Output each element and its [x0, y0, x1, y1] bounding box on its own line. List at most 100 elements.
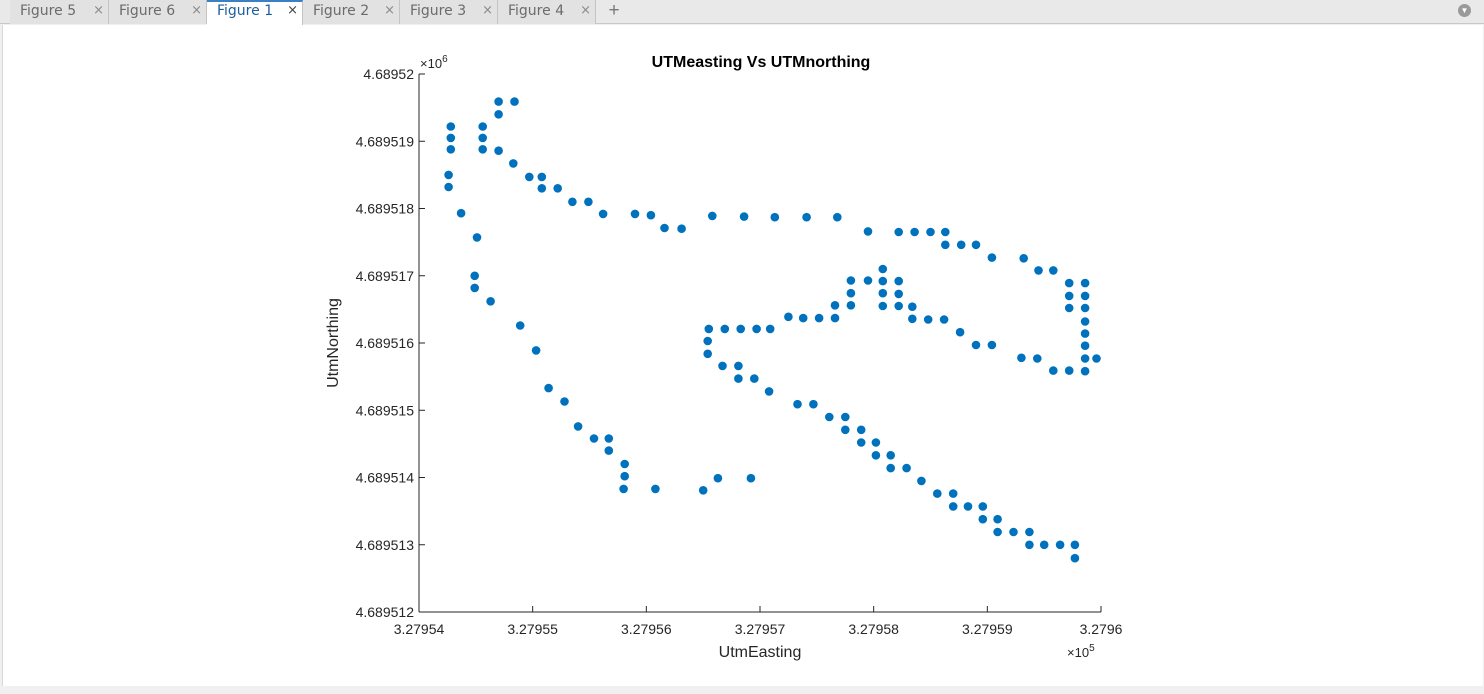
- data-point: [1039, 540, 1049, 550]
- data-point: [908, 314, 917, 324]
- data-point: [619, 484, 628, 494]
- data-point: [886, 463, 895, 473]
- data-point: [472, 233, 482, 242]
- x-tick-label: 3.27955: [507, 621, 558, 637]
- data-point: [1049, 366, 1058, 375]
- data-point: [494, 97, 503, 106]
- data-point: [846, 276, 856, 285]
- data-point: [878, 264, 888, 274]
- data-point: [971, 240, 981, 250]
- chevron-down-icon[interactable]: ▼: [1458, 4, 1471, 17]
- tab-figure-2[interactable]: Figure 2 ×: [303, 0, 400, 24]
- data-point: [698, 486, 708, 495]
- data-point: [746, 473, 756, 483]
- data-point: [470, 283, 480, 293]
- tab-label: Figure 1: [217, 3, 274, 19]
- data-point: [739, 212, 749, 221]
- close-icon[interactable]: ×: [482, 3, 493, 18]
- data-point: [917, 476, 926, 486]
- data-point: [933, 489, 942, 498]
- figure-canvas: 3.27954 3.27955 3.27956 3.27957 3.27958 3.279…: [2, 25, 1483, 686]
- y-axis-label: UtmNorthing: [325, 298, 342, 388]
- data-point: [1064, 278, 1074, 288]
- tab-label: Figure 2: [313, 3, 370, 19]
- close-icon[interactable]: ×: [287, 3, 298, 18]
- data-point: [978, 514, 988, 524]
- data-point: [856, 438, 866, 447]
- data-point: [604, 434, 614, 443]
- data-point: [1025, 540, 1034, 550]
- new-tab-button[interactable]: +: [608, 0, 620, 21]
- tab-figure-6[interactable]: Figure 6 ×: [109, 0, 207, 24]
- data-point: [1019, 254, 1028, 263]
- y-exponent-label: ×106: [420, 54, 448, 71]
- data-point: [1064, 291, 1074, 301]
- data-point: [878, 276, 888, 286]
- x-tick-label: 3.27959: [962, 621, 1013, 637]
- data-point: [856, 425, 866, 435]
- data-point: [1080, 366, 1090, 376]
- data-point: [1064, 366, 1074, 375]
- data-point: [446, 133, 456, 143]
- x-axis-label: UtmEasting: [719, 644, 802, 661]
- data-point: [646, 210, 656, 220]
- tab-figure-3[interactable]: Figure 3 ×: [400, 0, 498, 24]
- data-point: [809, 399, 818, 409]
- data-point: [987, 340, 997, 350]
- tab-label: Figure 6: [119, 3, 176, 19]
- data-point: [894, 227, 903, 237]
- data-point: [1080, 291, 1090, 301]
- data-point: [1025, 527, 1034, 537]
- x-tick-label: 3.27956: [621, 621, 672, 637]
- data-point: [560, 397, 569, 406]
- data-point: [1080, 317, 1090, 326]
- tab-label: Figure 3: [410, 3, 467, 19]
- close-icon[interactable]: ×: [384, 3, 395, 18]
- data-point: [470, 271, 480, 281]
- data-point: [1080, 354, 1090, 363]
- data-point: [1070, 553, 1080, 563]
- data-point: [955, 327, 965, 337]
- close-icon[interactable]: ×: [191, 3, 202, 18]
- data-point: [941, 240, 950, 250]
- data-point: [525, 172, 534, 182]
- data-point: [1049, 266, 1058, 275]
- tab-figure-1[interactable]: Figure 1 ×: [207, 0, 303, 25]
- tab-figure-4[interactable]: Figure 4 ×: [498, 0, 596, 24]
- data-point: [703, 336, 712, 346]
- data-point: [444, 182, 453, 192]
- data-point: [802, 212, 811, 222]
- data-point: [993, 514, 1002, 524]
- data-point: [1009, 527, 1018, 537]
- data-point: [1080, 278, 1090, 288]
- data-point: [720, 324, 730, 334]
- data-point: [537, 184, 547, 193]
- data-point: [871, 451, 881, 460]
- tab-figure-5[interactable]: Figure 5 ×: [10, 0, 109, 24]
- data-point: [598, 209, 608, 219]
- data-point: [878, 301, 888, 311]
- y-tick-label: 4.689513: [356, 537, 415, 553]
- data-point: [537, 172, 547, 182]
- data-point: [494, 110, 503, 119]
- data-point: [902, 463, 911, 473]
- data-point: [1064, 303, 1074, 313]
- y-exponent: 6: [442, 54, 448, 65]
- data-point: [894, 289, 903, 299]
- data-point: [584, 197, 593, 207]
- close-icon[interactable]: ×: [580, 3, 591, 18]
- data-point: [1055, 540, 1065, 550]
- data-point: [456, 208, 466, 218]
- data-point: [978, 502, 988, 511]
- data-point: [718, 361, 727, 371]
- data-point: [1017, 353, 1026, 363]
- data-point: [1033, 354, 1042, 363]
- data-point: [871, 438, 881, 447]
- data-point: [677, 224, 686, 233]
- data-point: [1070, 540, 1080, 550]
- data-point: [544, 383, 553, 393]
- x-exponent: 5: [1089, 643, 1095, 654]
- close-icon[interactable]: ×: [93, 3, 104, 18]
- data-point: [941, 227, 950, 237]
- chart-title: UTMeasting Vs UTMnorthing: [652, 54, 871, 71]
